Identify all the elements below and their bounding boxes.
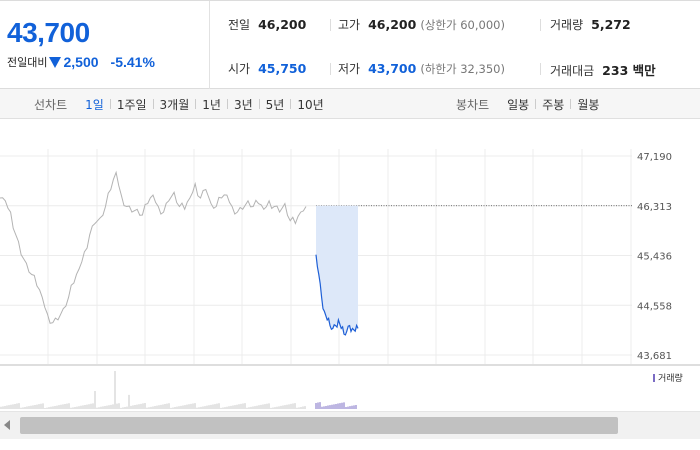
- stat-volume: 거래량 5,272: [550, 16, 631, 33]
- y-tick-label: 43,681: [637, 351, 672, 362]
- tab-weekly-candle[interactable]: 주봉: [542, 97, 565, 112]
- line-chart-tabs: 선차트 1일 1주일 3개월 1년 3년 5년 10년: [34, 89, 330, 119]
- stat-value: 46,200: [368, 17, 417, 32]
- tab-1-week[interactable]: 1주일: [116, 97, 147, 112]
- divider: [290, 99, 292, 109]
- divider: [226, 99, 228, 109]
- tab-3-years[interactable]: 3년: [233, 97, 253, 112]
- current-price-box: 43,700 전일대비 2,500 -5.41%: [0, 1, 210, 89]
- change-rate: -5.41%: [110, 54, 155, 70]
- y-axis: 47,190 46,313 45,436 44,558 43,681: [637, 152, 672, 362]
- down-triangle-icon: [49, 56, 62, 68]
- tab-3-months[interactable]: 3개월: [159, 97, 190, 112]
- stat-open: 시가 45,750: [228, 60, 306, 77]
- divider: [152, 99, 154, 109]
- volume-legend-label: 거래량: [658, 372, 683, 384]
- tab-daily-candle[interactable]: 일봉: [507, 97, 530, 112]
- divider: [330, 19, 331, 31]
- tab-10-years[interactable]: 10년: [297, 97, 324, 112]
- y-tick-label: 45,436: [637, 252, 672, 263]
- volume-legend-swatch: [653, 374, 655, 382]
- today-price-line: [315, 254, 359, 336]
- y-tick-label: 47,190: [637, 152, 672, 163]
- stat-label: 저가: [338, 62, 361, 76]
- stat-label: 거래량: [550, 18, 584, 32]
- divider: [540, 63, 541, 75]
- divider: [540, 19, 541, 31]
- price-chart: 47,190 46,313 45,436 44,558 43,681 거래량: [0, 119, 700, 409]
- chart-tab-bar: 선차트 1일 1주일 3개월 1년 3년 5년 10년 봉차트 일봉 주봉 월봉: [0, 89, 700, 119]
- stat-value: 5,272: [591, 17, 631, 32]
- divider: [330, 63, 331, 75]
- tab-monthly-candle[interactable]: 월봉: [577, 97, 600, 112]
- change-label: 전일대비: [7, 56, 48, 69]
- change-line: 전일대비 2,500 -5.41%: [7, 54, 155, 70]
- stat-label: 시가: [228, 62, 251, 76]
- divider: [195, 99, 197, 109]
- candle-chart-tabs: 봉차트 일봉 주봉 월봉: [456, 89, 605, 119]
- stat-label: 전일: [228, 18, 251, 32]
- volume-chart: 거래량: [0, 371, 683, 409]
- stat-label: 고가: [338, 18, 361, 32]
- divider: [109, 99, 111, 109]
- stat-sub: (상한가 60,000): [420, 18, 505, 32]
- stat-label: 거래대금: [550, 64, 595, 78]
- stat-value: 233 백만: [602, 63, 656, 78]
- y-tick-label: 44,558: [637, 301, 672, 312]
- line-chart-label: 선차트: [34, 97, 68, 112]
- y-tick-label: 46,313: [637, 202, 672, 213]
- stat-low: 저가 43,700 (하한가 32,350): [338, 60, 505, 77]
- stat-value: 46,200: [258, 17, 307, 32]
- divider: [535, 99, 537, 109]
- change-value: 2,500: [63, 54, 99, 70]
- stat-prev-close: 전일 46,200: [228, 16, 306, 33]
- chart-plot: [0, 170, 632, 336]
- candle-chart-label: 봉차트: [456, 97, 490, 112]
- tab-1-year[interactable]: 1년: [202, 97, 221, 112]
- current-price: 43,700: [7, 17, 90, 48]
- stat-value: 45,750: [258, 61, 307, 76]
- scroll-left-icon[interactable]: [4, 420, 10, 430]
- stat-high: 고가 46,200 (상한가 60,000): [338, 16, 505, 33]
- tab-1-day[interactable]: 1일: [85, 97, 104, 112]
- divider: [570, 99, 572, 109]
- tab-5-years[interactable]: 5년: [265, 97, 285, 112]
- price-summary: 43,700 전일대비 2,500 -5.41% 전일 46,200 고가 46…: [0, 0, 700, 89]
- stat-trade-amount: 거래대금 233 백만: [550, 60, 656, 79]
- horizontal-scrollbar[interactable]: [0, 411, 700, 439]
- scroll-thumb[interactable]: [20, 417, 618, 434]
- today-area-fill: [316, 205, 358, 335]
- stat-value: 43,700: [368, 61, 417, 76]
- price-chart-svg: 47,190 46,313 45,436 44,558 43,681 거래량: [0, 149, 700, 409]
- stat-sub: (하한가 32,350): [420, 62, 505, 76]
- previous-session-line: [0, 170, 307, 324]
- divider: [258, 99, 260, 109]
